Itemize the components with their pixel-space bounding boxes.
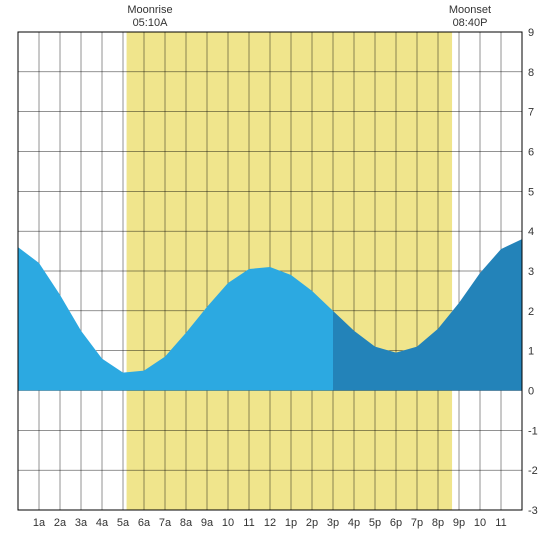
- y-tick: 6: [528, 147, 534, 159]
- y-tick: -2: [528, 465, 538, 477]
- y-tick: 3: [528, 266, 534, 278]
- y-tick: 5: [528, 186, 534, 198]
- x-tick: 2p: [306, 517, 318, 529]
- y-tick: -1: [528, 425, 538, 437]
- x-tick: 8a: [180, 517, 193, 529]
- y-tick: 4: [528, 226, 534, 238]
- x-tick: 7a: [159, 517, 172, 529]
- x-tick: 3a: [75, 517, 88, 529]
- x-tick: 6a: [138, 517, 151, 529]
- x-tick: 10: [222, 517, 234, 529]
- x-tick: 9p: [453, 517, 465, 529]
- x-tick: 1a: [33, 517, 46, 529]
- y-tick: 2: [528, 306, 534, 318]
- x-tick: 6p: [390, 517, 402, 529]
- x-tick: 4p: [348, 517, 360, 529]
- y-tick: -3: [528, 505, 538, 517]
- x-tick: 7p: [411, 517, 423, 529]
- x-tick: 10: [474, 517, 486, 529]
- x-tick: 12: [264, 517, 276, 529]
- x-tick: 5a: [117, 517, 130, 529]
- x-tick: 11: [243, 517, 254, 529]
- x-tick: 11: [495, 517, 506, 529]
- x-tick: 5p: [369, 517, 381, 529]
- x-tick: 1p: [285, 517, 297, 529]
- x-tick: 4a: [96, 517, 109, 529]
- y-tick: 8: [528, 67, 534, 79]
- x-tick: 9a: [201, 517, 214, 529]
- y-tick: 0: [528, 386, 534, 398]
- chart-svg: -3-2-101234567891a2a3a4a5a6a7a8a9a101112…: [0, 0, 550, 550]
- x-tick: 3p: [327, 517, 339, 529]
- y-tick: 7: [528, 107, 534, 119]
- x-tick: 8p: [432, 517, 444, 529]
- y-tick: 9: [528, 27, 534, 39]
- x-tick: 2a: [54, 517, 67, 529]
- y-tick: 1: [528, 346, 534, 358]
- tide-chart: Moonrise 05:10A Moonset 08:40P -3-2-1012…: [0, 0, 550, 550]
